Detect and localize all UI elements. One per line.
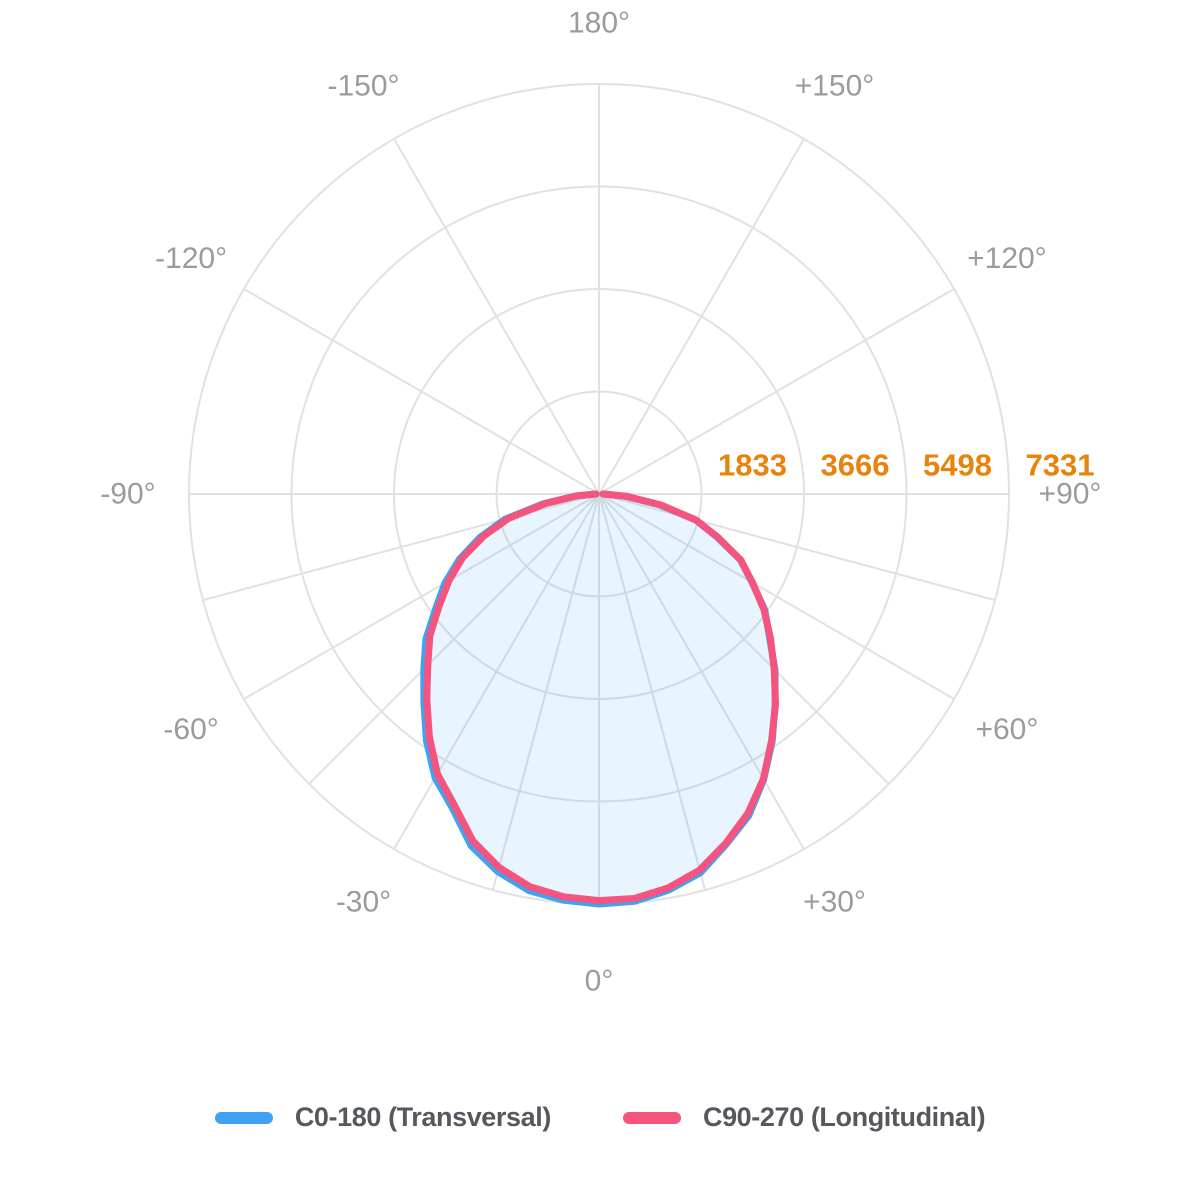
radius-tick-label: 5498 [923, 448, 992, 483]
angle-label: +30° [803, 885, 866, 918]
angle-label: +90° [1039, 478, 1102, 511]
grid-spoke [598, 138, 805, 495]
radius-tick-label: 1833 [718, 448, 787, 483]
grid-spoke [598, 288, 955, 495]
grid-spoke [393, 493, 600, 850]
grid-spoke [598, 493, 890, 785]
grid-spoke [598, 493, 955, 700]
radius-tick-label: 3666 [821, 448, 890, 483]
angle-label: -150° [327, 70, 399, 103]
legend-label-c0-180: C0-180 (Transversal) [294, 1102, 552, 1132]
series-curve-c90-270 [423, 490, 779, 905]
grid-spoke [243, 493, 600, 700]
angle-label: 180° [568, 7, 630, 40]
grid-spoke [598, 493, 805, 850]
legend-swatch-c90-270 [622, 1111, 681, 1124]
angle-label: -60° [163, 713, 218, 746]
legend-swatch-c0-180 [214, 1111, 273, 1124]
grid-spoke [491, 493, 600, 891]
grid-spoke [308, 493, 600, 785]
grid-spoke [598, 493, 707, 891]
grid-spoke [598, 493, 996, 602]
angle-label: 0° [585, 965, 614, 998]
grid-spoke [243, 288, 600, 495]
chart-legend: C0-180 (Transversal) C90-270 (Longitudin… [0, 1102, 1200, 1133]
legend-label-c90-270: C90-270 (Longitudinal) [702, 1102, 986, 1132]
angle-label: -120° [155, 242, 227, 275]
angle-label: -90° [100, 478, 155, 511]
angle-label: +120° [967, 242, 1047, 275]
legend-item-c0-180[interactable]: C0-180 (Transversal) [214, 1102, 552, 1133]
angle-label: +60° [975, 713, 1038, 746]
radius-tick-label: 7331 [1026, 448, 1095, 483]
angle-label: -30° [336, 885, 391, 918]
angle-label: +150° [795, 70, 875, 103]
grid-spoke [393, 138, 600, 495]
legend-item-c90-270[interactable]: C90-270 (Longitudinal) [622, 1102, 986, 1133]
